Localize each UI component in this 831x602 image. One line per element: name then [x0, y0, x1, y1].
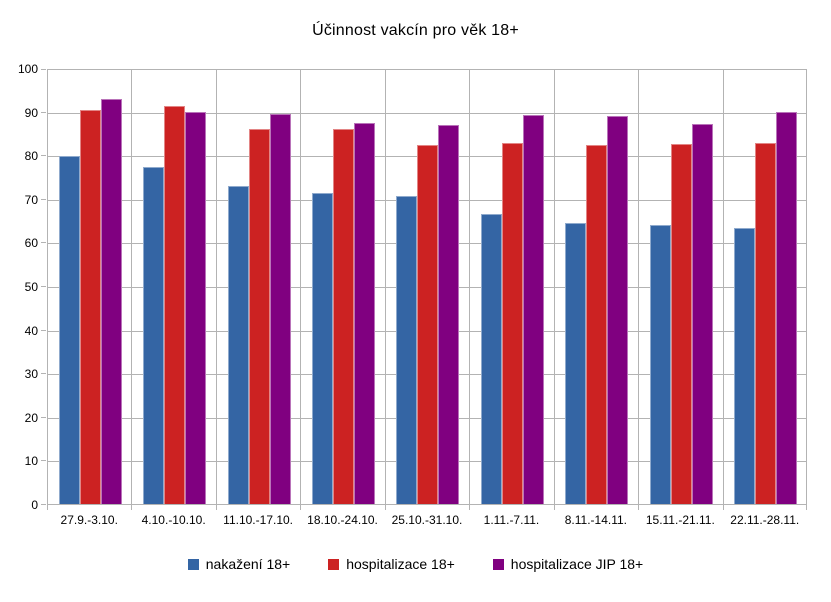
x-axis-label: 15.11.-21.11. [645, 513, 715, 527]
x-axis-label: 25.10.-31.10. [391, 513, 463, 527]
legend-item: nakažení 18+ [187, 556, 291, 572]
y-axis-label: 20 [24, 410, 38, 425]
y-axis-label: 70 [24, 192, 38, 207]
y-axis-tick [41, 504, 46, 505]
bar [58, 156, 80, 504]
y-axis-tick [41, 286, 46, 287]
x-axis-tick [47, 505, 48, 510]
legend-label: nakažení 18+ [205, 556, 291, 572]
bar [396, 195, 418, 504]
y-axis-label: 90 [24, 105, 38, 120]
y-axis-tick [41, 416, 46, 418]
bar [565, 222, 587, 504]
y-axis-tick [41, 69, 46, 70]
bar [312, 193, 334, 504]
y-axis-label: 100 [17, 62, 38, 76]
x-axis-label: 4.10.-10.10. [141, 513, 206, 527]
legend-swatch-icon [492, 558, 504, 570]
y-axis-tick [41, 198, 46, 200]
legend-swatch-icon [187, 558, 199, 570]
bar-group [301, 70, 385, 504]
x-axis-tick [215, 505, 217, 510]
bar [501, 143, 523, 504]
x-axis-label: 8.11.-14.11. [564, 513, 628, 527]
legend-label: hospitalizace 18+ [346, 556, 455, 572]
chart-title: Účinnost vakcín pro věk 18+ [312, 22, 519, 39]
bar [227, 185, 249, 504]
x-axis-tick [638, 505, 640, 510]
bar [607, 115, 629, 504]
legend-item: hospitalizace JIP 18+ [492, 556, 644, 572]
legend-item: hospitalizace 18+ [328, 556, 455, 572]
legend: nakažení 18+ hospitalizace 18+ hospitaliza… [0, 556, 831, 572]
y-axis-label: 40 [24, 323, 38, 338]
legend-label: hospitalizace JIP 18+ [510, 556, 644, 572]
bar [164, 105, 186, 504]
x-axis-label: 11.10.-17.10. [223, 513, 294, 527]
y-axis-label: 80 [24, 149, 38, 164]
gridline-vertical [469, 70, 471, 504]
x-axis-tick [384, 505, 386, 510]
bar-group [132, 70, 216, 504]
bar-group [470, 70, 554, 504]
x-axis-tick [722, 505, 724, 510]
x-axis-tick [469, 505, 471, 510]
bar [269, 113, 291, 504]
bar [354, 122, 376, 504]
gridline-vertical [722, 70, 724, 504]
bar-group [217, 70, 301, 504]
x-axis-tick [806, 505, 807, 510]
bar-group [639, 70, 723, 504]
x-axis-label: 18.10.-24.10. [307, 513, 378, 527]
y-axis-label: 60 [24, 236, 38, 251]
gridline-horizontal [48, 112, 806, 114]
y-axis-label: 30 [24, 367, 38, 382]
y-axis-tick [41, 155, 46, 157]
bar [480, 214, 502, 504]
y-axis-tick [41, 111, 46, 113]
x-axis-tick [553, 505, 555, 510]
y-axis-tick [41, 373, 46, 375]
bar [143, 167, 165, 504]
x-axis-tick [300, 505, 302, 510]
bar [755, 143, 777, 504]
y-axis-tick [41, 329, 46, 331]
bar [79, 110, 101, 504]
bar [691, 123, 713, 504]
x-axis-label: 22.11.-28.11. [730, 513, 800, 527]
bar [522, 114, 544, 504]
bar [670, 143, 692, 504]
bar [734, 228, 756, 504]
bar [100, 98, 122, 504]
gridline-vertical [553, 70, 555, 504]
gridline-vertical [384, 70, 386, 504]
gridline-vertical [215, 70, 217, 504]
bar [776, 112, 798, 504]
x-axis-label: 27.9.-3.10. [60, 513, 118, 527]
gridline-vertical [300, 70, 302, 504]
x-axis-tick [131, 505, 133, 510]
bar-group [555, 70, 639, 504]
bar-group [724, 70, 808, 504]
y-axis-label: 50 [24, 280, 38, 294]
y-axis-label: 0 [31, 498, 38, 512]
bar [417, 145, 439, 504]
bar [248, 129, 270, 504]
bar [185, 111, 207, 504]
legend-swatch-icon [328, 558, 340, 570]
gridline-vertical [638, 70, 640, 504]
y-axis-tick [41, 242, 46, 244]
plot-area [47, 69, 807, 505]
bar [649, 224, 671, 504]
bar-group [386, 70, 470, 504]
bar [438, 124, 460, 504]
y-axis-label: 10 [24, 454, 38, 469]
x-axis-label: 1.11.-7.11. [483, 513, 540, 527]
bar-group [48, 70, 132, 504]
bar [333, 129, 355, 504]
y-axis-tick [41, 460, 46, 462]
bar [586, 145, 608, 504]
gridline-vertical [131, 70, 133, 504]
